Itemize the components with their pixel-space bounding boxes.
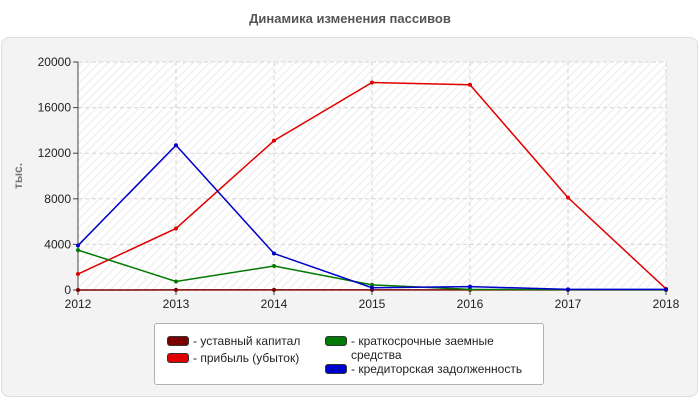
data-point bbox=[566, 195, 570, 200]
x-tick-label: 2012 bbox=[65, 297, 92, 311]
data-point bbox=[174, 143, 178, 148]
y-axis-label: тыс. bbox=[11, 163, 25, 189]
data-point bbox=[76, 272, 80, 277]
x-tick-label: 2015 bbox=[359, 297, 386, 311]
data-point bbox=[76, 243, 80, 248]
y-tick-label: 0 bbox=[64, 283, 71, 297]
legend-swatch-profit bbox=[167, 353, 189, 363]
y-tick-label: 16000 bbox=[38, 101, 72, 115]
legend-swatch-short-loans bbox=[325, 336, 347, 346]
data-point bbox=[272, 251, 276, 256]
legend-label-profit: - прибыль (убыток) bbox=[193, 351, 300, 365]
data-point bbox=[468, 287, 472, 292]
data-point bbox=[174, 279, 178, 284]
series-lines bbox=[76, 80, 668, 292]
data-point bbox=[468, 284, 472, 289]
y-tick-label: 20000 bbox=[38, 55, 72, 69]
y-tick-label: 12000 bbox=[38, 146, 72, 160]
data-point bbox=[76, 248, 80, 253]
axes: 0 4000 8000 12000 16000 20000 2012 2013 2014 2015… bbox=[38, 55, 680, 311]
x-tick-label: 2018 bbox=[653, 297, 680, 311]
chart-title: Динамика изменения пассивов bbox=[249, 11, 451, 26]
y-tick-label: 8000 bbox=[44, 192, 71, 206]
legend: - уставный капитал - прибыль (убыток) - … bbox=[154, 323, 544, 385]
x-tick-label: 2013 bbox=[163, 297, 190, 311]
y-tick-label: 4000 bbox=[44, 237, 71, 251]
data-point bbox=[370, 285, 374, 290]
legend-label-short-loans: - краткосрочные заемные средства bbox=[351, 334, 494, 362]
data-point bbox=[174, 287, 178, 292]
x-tick-label: 2014 bbox=[261, 297, 288, 311]
data-point bbox=[272, 138, 276, 143]
data-point bbox=[664, 287, 668, 292]
data-point bbox=[272, 264, 276, 269]
legend-swatch-capital bbox=[167, 336, 189, 346]
legend-label-capital: - уставный капитал bbox=[193, 334, 301, 348]
x-tick-label: 2017 bbox=[555, 297, 582, 311]
data-point bbox=[76, 288, 80, 292]
data-point bbox=[370, 80, 374, 85]
data-point bbox=[566, 287, 570, 292]
data-point bbox=[174, 226, 178, 231]
grid bbox=[78, 61, 667, 290]
x-tick-label: 2016 bbox=[457, 297, 484, 311]
data-point bbox=[370, 282, 374, 287]
legend-label-payables: - кредиторская задолженность bbox=[351, 362, 523, 376]
legend-swatch-payables bbox=[325, 364, 347, 374]
data-point bbox=[272, 287, 276, 292]
data-point bbox=[468, 82, 472, 87]
